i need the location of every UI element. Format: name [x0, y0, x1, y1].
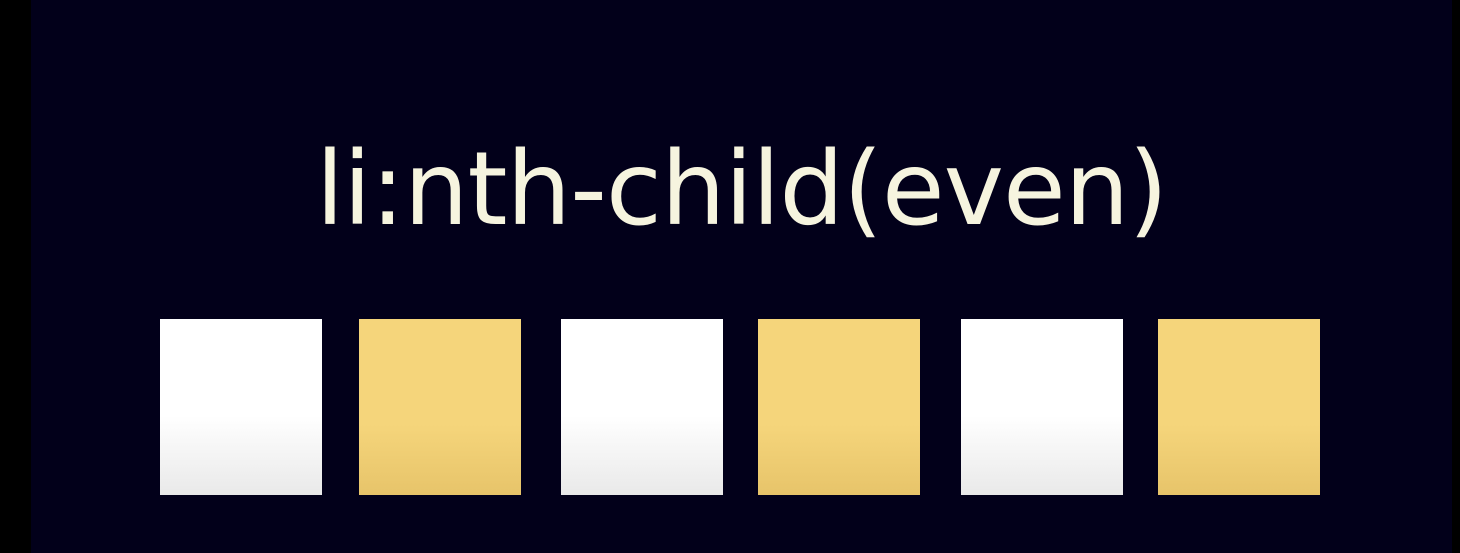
list-item-2	[359, 319, 521, 495]
list-item-4	[758, 319, 920, 495]
slide-stage: li:nth-child(even)	[31, 0, 1452, 553]
list-item-1	[160, 319, 322, 495]
list-items-row	[160, 319, 1321, 495]
css-selector-title: li:nth-child(even)	[315, 130, 1168, 249]
list-item-3	[561, 319, 723, 495]
list-item-6	[1158, 319, 1320, 495]
list-item-5	[961, 319, 1123, 495]
